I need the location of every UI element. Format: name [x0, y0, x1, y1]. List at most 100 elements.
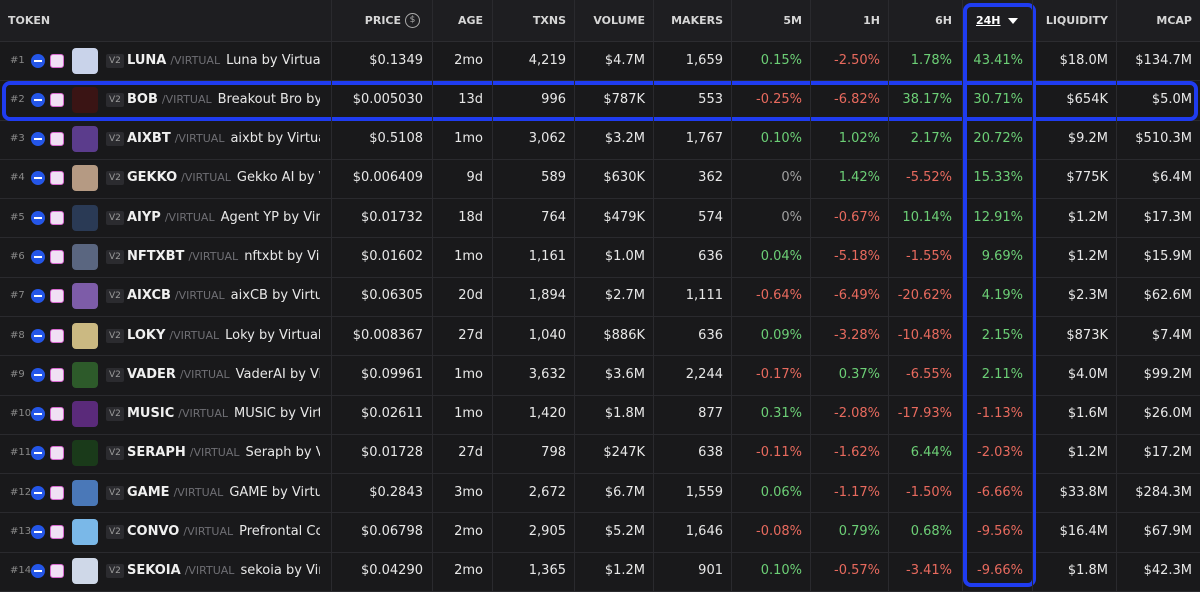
token-avatar	[72, 86, 98, 113]
cell-h1: -0.57%	[834, 563, 880, 579]
cell-volume: $630K	[603, 170, 645, 186]
cell-liquidity: $1.2M	[1067, 209, 1108, 225]
cell-makers: 1,559	[685, 484, 723, 500]
token-symbol: SEKOIA	[127, 563, 181, 579]
rank: #10	[10, 408, 32, 420]
token-fullname: Seraph by Vir	[245, 445, 320, 461]
quote-token: /VIRTUAL	[184, 564, 235, 578]
cell-volume: $1.0M	[604, 249, 645, 265]
cell-price: $0.09961	[360, 366, 423, 382]
chain-icon	[31, 132, 45, 147]
cell-mcap: $67.9M	[1143, 524, 1192, 540]
cell-h6: -17.93%	[897, 406, 952, 422]
cell-h1: -6.49%	[834, 288, 880, 304]
cell-m5: 0%	[781, 170, 802, 186]
column-divider	[492, 0, 493, 591]
cell-mcap: $17.3M	[1143, 209, 1192, 225]
cell-h1: -1.62%	[834, 445, 880, 461]
token-row[interactable]: #8 V2 LOKY/VIRTUAL Loky by Virtuals $0.00836…	[0, 316, 1200, 357]
chain-icon	[31, 525, 45, 540]
header-age[interactable]: AGE	[457, 14, 483, 27]
cell-liquidity: $1.8M	[1067, 563, 1108, 579]
chain-icon	[31, 328, 45, 343]
cell-h24: -2.03%	[977, 445, 1023, 461]
column-divider	[331, 0, 332, 591]
header-volume[interactable]: VOLUME	[593, 14, 645, 27]
token-symbol: AIXBT	[127, 131, 171, 147]
token-avatar	[72, 165, 98, 192]
cell-h6: 0.68%	[910, 524, 952, 540]
cell-txns: 2,905	[528, 524, 566, 540]
rank: #4	[10, 172, 25, 184]
cell-mcap: $62.6M	[1143, 288, 1192, 304]
cell-makers: 2,244	[685, 366, 723, 382]
cell-volume: $3.2M	[604, 131, 645, 147]
quote-token: /VIRTUAL	[178, 407, 228, 421]
cell-h24: -9.66%	[977, 563, 1023, 579]
header-m5[interactable]: 5M	[783, 14, 802, 27]
cell-price: $0.2843	[369, 484, 423, 500]
dex-icon	[50, 485, 64, 500]
header-txns[interactable]: TXNS	[532, 14, 566, 27]
column-divider	[432, 0, 433, 591]
token-symbol: NFTXBT	[127, 249, 185, 265]
chain-icon	[31, 446, 45, 461]
quote-token: /VIRTUAL	[161, 92, 212, 106]
cell-m5: 0.31%	[760, 406, 802, 422]
cell-h24: 2.15%	[981, 327, 1023, 343]
header-h6[interactable]: 6H	[935, 14, 952, 27]
cell-makers: 574	[698, 209, 723, 225]
dex-icon	[50, 210, 64, 225]
header-makers[interactable]: MAKERS	[671, 14, 723, 27]
token-name: VADER/VIRTUAL VaderAI by Virt	[127, 366, 320, 384]
cell-makers: 1,659	[685, 52, 723, 68]
cell-txns: 3,632	[528, 366, 566, 382]
column-divider	[810, 0, 811, 591]
cell-mcap: $510.3M	[1135, 131, 1192, 147]
cell-mcap: $7.4M	[1151, 327, 1192, 343]
chain-icon	[31, 485, 45, 500]
quote-token: /VIRTUAL	[169, 328, 220, 342]
cell-m5: -0.64%	[756, 288, 802, 304]
cell-age: 1mo	[454, 406, 483, 422]
chain-icon	[31, 250, 45, 265]
header-mcap[interactable]: MCAP	[1156, 14, 1192, 27]
rank: #11	[10, 447, 32, 459]
header-liquidity[interactable]: LIQUIDITY	[1045, 14, 1108, 27]
header-price[interactable]: PRICE	[364, 14, 401, 27]
cell-h1: -5.18%	[834, 249, 880, 265]
cell-h24: 12.91%	[973, 209, 1023, 225]
dex-icon	[50, 407, 64, 422]
cell-age: 1mo	[454, 131, 483, 147]
rank: #13	[10, 526, 32, 538]
cell-makers: 553	[698, 91, 723, 107]
rank: #1	[10, 54, 25, 66]
rank: #8	[10, 329, 25, 341]
cell-age: 20d	[458, 288, 483, 304]
version-badge: V2	[106, 328, 124, 343]
header-token[interactable]: TOKEN	[8, 14, 51, 27]
cell-age: 1mo	[454, 366, 483, 382]
token-name: MUSIC/VIRTUAL MUSIC by Virtu	[127, 405, 320, 423]
cell-m5: -0.17%	[756, 366, 802, 382]
cell-h6: -20.62%	[897, 288, 952, 304]
header-h1[interactable]: 1H	[863, 14, 880, 27]
token-fullname: nftxbt by Virtuals	[244, 249, 320, 265]
cell-price: $0.06798	[360, 524, 423, 540]
token-fullname: Gekko AI by Vir	[236, 170, 320, 186]
chain-icon	[31, 210, 45, 225]
header-24h[interactable]: 24H	[976, 0, 1032, 41]
cell-h6: 2.17%	[910, 131, 952, 147]
